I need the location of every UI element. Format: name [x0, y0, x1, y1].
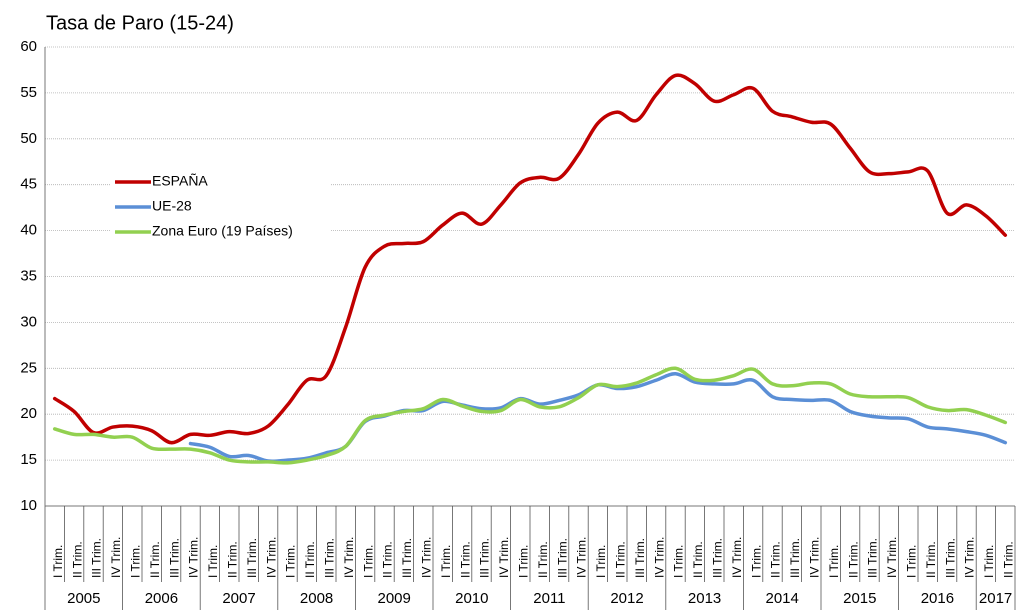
- x-tick-label: I Trim.: [206, 545, 220, 578]
- x-tick-label: III Trim.: [322, 538, 336, 578]
- x-tick-label: II Trim.: [458, 541, 472, 578]
- x-group-label: 2017: [979, 590, 1012, 607]
- x-tick-label: IV Trim.: [575, 537, 589, 578]
- x-tick-label: II Trim.: [225, 541, 239, 578]
- y-tick-label: 15: [20, 451, 37, 468]
- y-tick-label: 10: [20, 497, 37, 514]
- x-tick-label: II Trim.: [613, 541, 627, 578]
- x-tick-label: I Trim.: [749, 545, 763, 578]
- x-tick-label: IV Trim.: [885, 537, 899, 578]
- x-tick-label: II Trim.: [536, 541, 550, 578]
- x-tick-label: I Trim.: [672, 545, 686, 578]
- x-tick-label: IV Trim.: [342, 537, 356, 578]
- x-tick-label: II Trim.: [924, 541, 938, 578]
- y-tick-label: 35: [20, 267, 37, 284]
- x-tick-label: III Trim.: [478, 538, 492, 578]
- x-group-label: 2007: [222, 590, 255, 607]
- x-tick-label: I Trim.: [284, 545, 298, 578]
- legend-label: UE-28: [152, 198, 192, 214]
- x-tick-label: III Trim.: [710, 538, 724, 578]
- x-tick-label: I Trim.: [439, 545, 453, 578]
- x-tick-label: IV Trim.: [187, 537, 201, 578]
- x-tick-label: II Trim.: [769, 541, 783, 578]
- x-group-label: 2016: [921, 590, 954, 607]
- x-tick-label: II Trim.: [381, 541, 395, 578]
- x-tick-label: I Trim.: [827, 545, 841, 578]
- x-tick-label: I Trim.: [904, 545, 918, 578]
- y-tick-label: 25: [20, 359, 37, 376]
- y-tick-label: 50: [20, 130, 37, 147]
- x-tick-label: II Trim.: [148, 541, 162, 578]
- series-line: [52, 366, 1008, 465]
- legend-label: Zona Euro (19 Países): [152, 223, 293, 239]
- x-tick-label: II Trim.: [691, 541, 705, 578]
- x-tick-label: I Trim.: [51, 545, 65, 578]
- x-tick-label: I Trim.: [594, 545, 608, 578]
- x-group-label: 2005: [67, 590, 100, 607]
- x-group-label: 2014: [766, 590, 799, 607]
- x-group-label: 2012: [610, 590, 643, 607]
- x-tick-label: IV Trim.: [497, 537, 511, 578]
- y-tick-label: 45: [20, 176, 37, 193]
- x-group-label: 2008: [300, 590, 333, 607]
- x-tick-label: II Trim.: [846, 541, 860, 578]
- x-tick-label: III Trim.: [633, 538, 647, 578]
- y-tick-label: 30: [20, 313, 37, 330]
- x-tick-label: I Trim.: [128, 545, 142, 578]
- x-tick-label: IV Trim.: [652, 537, 666, 578]
- x-group-label: 2006: [145, 590, 178, 607]
- x-group-label: 2015: [843, 590, 876, 607]
- x-tick-label: IV Trim.: [419, 537, 433, 578]
- x-tick-label: III Trim.: [400, 538, 414, 578]
- x-group-label: 2013: [688, 590, 721, 607]
- x-tick-label: III Trim.: [245, 538, 259, 578]
- x-tick-label: II Trim.: [70, 541, 84, 578]
- x-tick-label: I Trim.: [516, 545, 530, 578]
- x-tick-label: II Trim.: [303, 541, 317, 578]
- x-tick-label: III Trim.: [555, 538, 569, 578]
- series-line: [188, 372, 1008, 464]
- x-tick-label: II Trim.: [1001, 541, 1015, 578]
- x-tick-label: I Trim.: [361, 545, 375, 578]
- x-group-label: 2011: [533, 590, 565, 607]
- x-tick-label: IV Trim.: [264, 537, 278, 578]
- x-tick-label: III Trim.: [943, 538, 957, 578]
- y-tick-label: 20: [20, 405, 37, 422]
- chart-title: Tasa de Paro (15-24): [46, 12, 234, 34]
- y-tick-label: 55: [20, 84, 37, 101]
- series-line: [52, 73, 1008, 445]
- x-tick-label: IV Trim.: [807, 537, 821, 578]
- legend-label: ESPAÑA: [152, 173, 208, 189]
- y-tick-label: 40: [20, 222, 37, 239]
- y-tick-label: 60: [20, 38, 37, 55]
- x-tick-label: IV Trim.: [730, 537, 744, 578]
- x-tick-label: IV Trim.: [109, 537, 123, 578]
- x-tick-label: III Trim.: [167, 538, 181, 578]
- x-tick-label: III Trim.: [788, 538, 802, 578]
- x-tick-label: III Trim.: [90, 538, 104, 578]
- x-group-label: 2010: [455, 590, 488, 607]
- x-tick-label: IV Trim.: [963, 537, 977, 578]
- x-tick-label: I Trim.: [982, 545, 996, 578]
- x-group-label: 2009: [378, 590, 411, 607]
- x-tick-label: III Trim.: [866, 538, 880, 578]
